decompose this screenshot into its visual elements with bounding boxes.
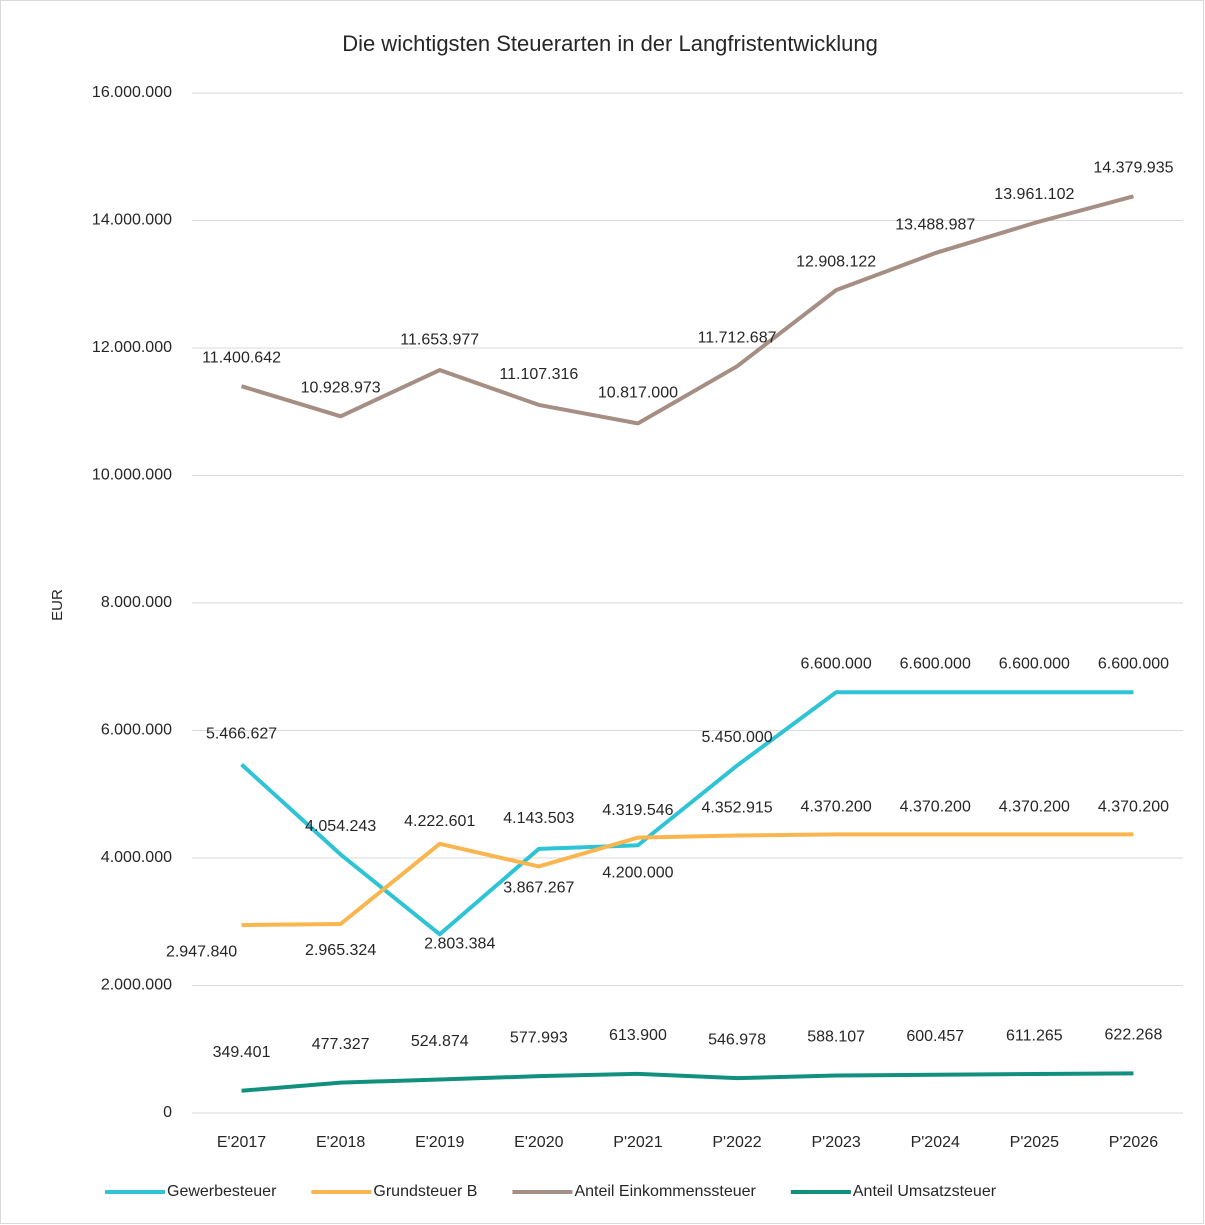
data-label: 4.352.915: [701, 800, 772, 817]
x-tick-label: P'2024: [911, 1134, 960, 1151]
data-label: 588.107: [807, 1029, 865, 1046]
data-label: 6.600.000: [1098, 655, 1169, 672]
data-label: 546.978: [708, 1031, 766, 1048]
data-label: 6.600.000: [801, 655, 872, 672]
y-tick-label: 6.000.000: [101, 722, 172, 739]
data-label: 4.370.200: [900, 799, 971, 816]
data-label: 11.653.977: [400, 331, 479, 348]
legend-label: Anteil Umsatzsteuer: [853, 1183, 997, 1200]
x-tick-label: P'2026: [1109, 1134, 1158, 1151]
y-tick-label: 14.000.000: [92, 212, 172, 229]
data-label: 4.143.503: [503, 810, 574, 827]
y-tick-label: 0: [163, 1104, 172, 1121]
data-label: 4.222.601: [404, 813, 475, 830]
chart-title: Die wichtigsten Steuerarten in der Langf…: [342, 31, 878, 56]
data-label: 4.054.243: [305, 818, 376, 835]
y-tick-label: 2.000.000: [101, 977, 172, 994]
data-label: 4.370.200: [801, 799, 872, 816]
data-label: 6.600.000: [999, 655, 1070, 672]
data-label: 12.908.122: [796, 253, 876, 270]
legend-label: Anteil Einkommenssteuer: [574, 1183, 756, 1200]
y-tick-label: 12.000.000: [92, 339, 172, 356]
data-label: 2.947.840: [166, 943, 237, 960]
data-label: 622.268: [1105, 1027, 1163, 1044]
series-line: [241, 832, 1134, 928]
data-label: 349.401: [213, 1044, 271, 1061]
y-axis-label: EUR: [49, 589, 66, 621]
series-line: [241, 1071, 1134, 1093]
data-label: 13.488.987: [895, 216, 975, 233]
data-label: 6.600.000: [900, 655, 971, 672]
data-label: 4.319.546: [602, 802, 673, 819]
legend-label: Gewerbesteuer: [167, 1183, 277, 1200]
series-line: [240, 690, 1134, 937]
data-label: 577.993: [510, 1029, 568, 1046]
x-tick-label: P'2025: [1010, 1134, 1059, 1151]
data-label: 3.867.267: [503, 880, 574, 897]
legend-label: Grundsteuer B: [373, 1183, 477, 1200]
x-tick-label: E'2018: [316, 1134, 365, 1151]
data-label: 5.450.000: [701, 729, 772, 746]
x-tick-label: E'2019: [415, 1134, 464, 1151]
data-label: 14.379.935: [1093, 159, 1173, 176]
data-label: 524.874: [411, 1033, 469, 1050]
data-label: 10.928.973: [301, 379, 381, 396]
y-tick-label: 4.000.000: [101, 849, 172, 866]
x-tick-label: P'2022: [712, 1134, 761, 1151]
y-tick-label: 16.000.000: [92, 84, 172, 101]
x-tick-label: P'2021: [613, 1134, 662, 1151]
data-label: 477.327: [312, 1036, 370, 1053]
x-tick-label: E'2017: [217, 1134, 266, 1151]
data-label: 4.370.200: [1098, 799, 1169, 816]
data-label: 11.400.642: [202, 349, 281, 366]
y-tick-label: 10.000.000: [92, 467, 172, 484]
data-label: 11.107.316: [499, 366, 578, 383]
data-label: 10.817.000: [598, 385, 678, 402]
data-label: 11.712.687: [698, 330, 777, 347]
data-label: 13.961.102: [994, 186, 1074, 203]
data-label: 5.466.627: [206, 726, 277, 743]
data-label: 4.370.200: [999, 799, 1070, 816]
data-label: 611.265: [1006, 1027, 1063, 1044]
data-label: 2.803.384: [424, 936, 495, 953]
data-label: 2.965.324: [305, 942, 376, 959]
y-tick-label: 8.000.000: [101, 594, 172, 611]
series-line: [240, 194, 1134, 426]
data-label: 4.200.000: [602, 864, 673, 881]
data-label: 613.900: [609, 1027, 667, 1044]
x-tick-label: E'2020: [514, 1134, 563, 1151]
x-tick-label: P'2023: [811, 1134, 860, 1151]
data-label: 600.457: [906, 1028, 964, 1045]
